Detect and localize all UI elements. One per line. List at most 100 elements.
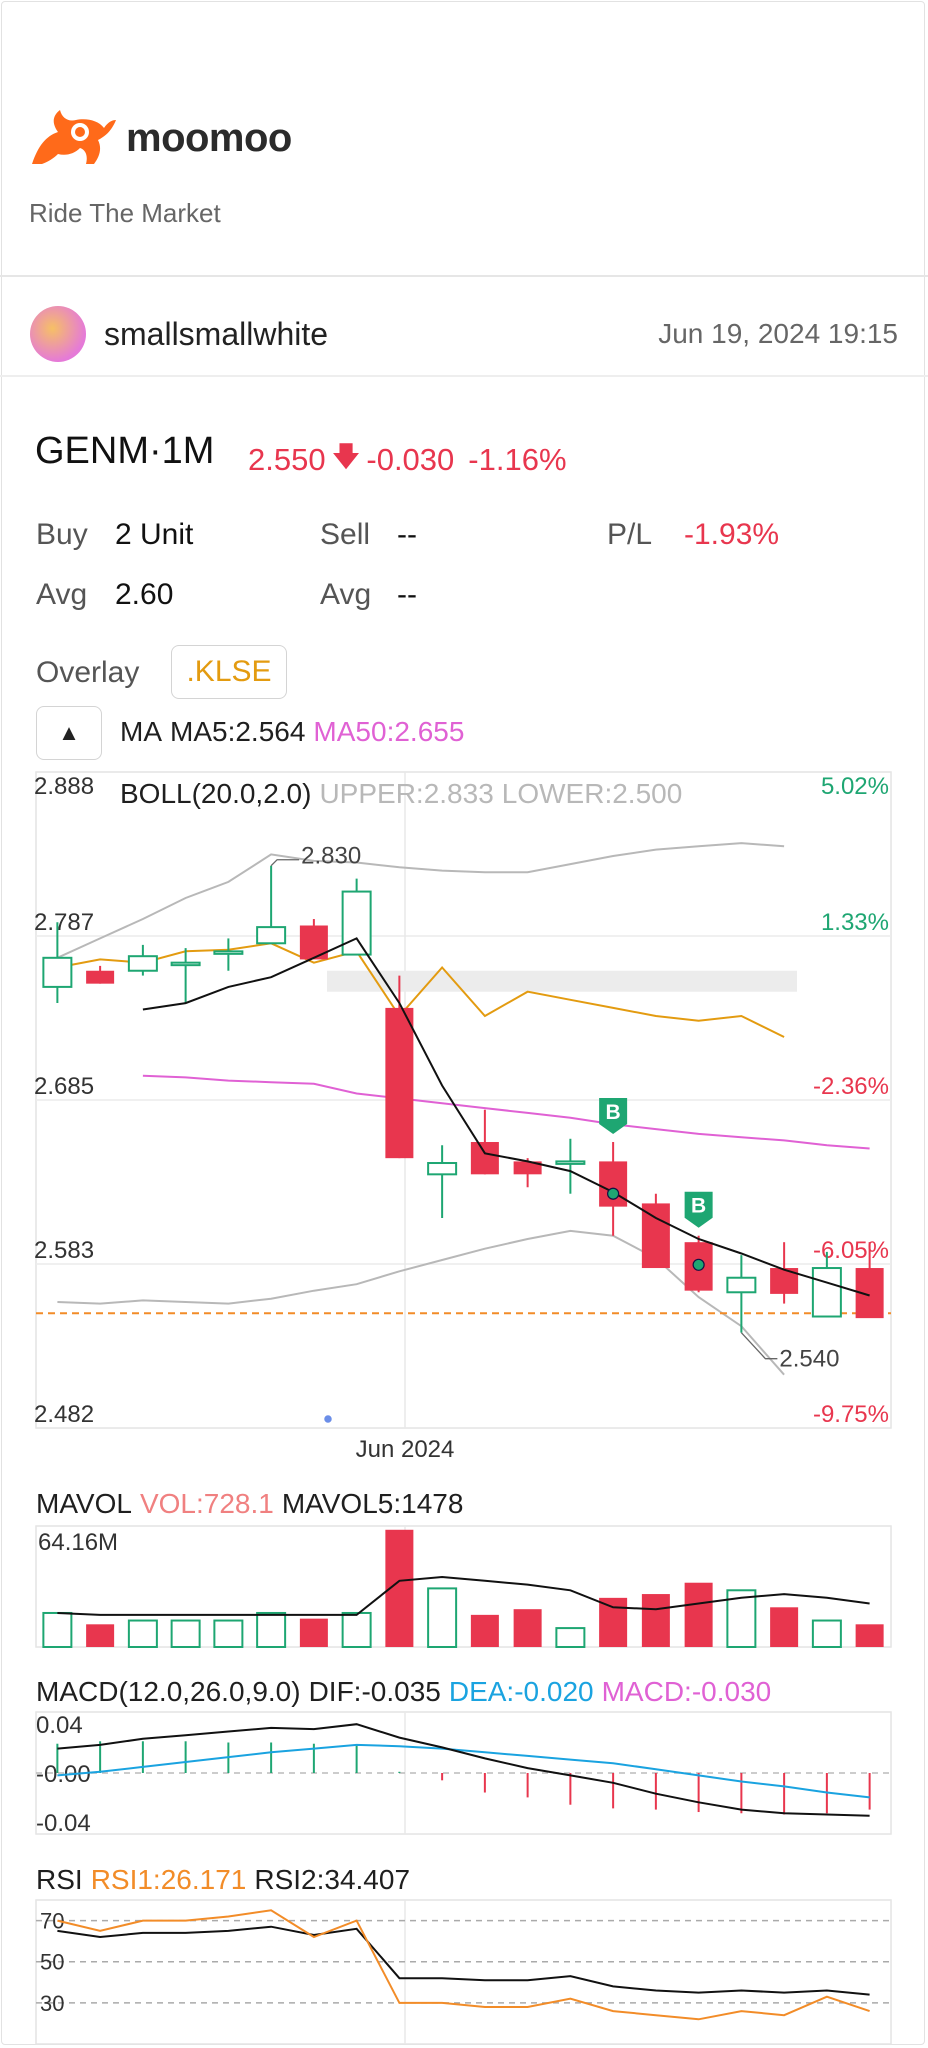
y-tick-label: 50 <box>40 1950 64 1975</box>
price-change: -0.030 <box>366 442 455 477</box>
down-arrow-icon: 🡇 <box>331 441 361 472</box>
y-tick-label: 2.685 <box>34 1073 94 1100</box>
candle-body <box>470 1142 499 1175</box>
volume-bar <box>641 1594 670 1647</box>
overlay-index-line <box>57 942 785 1038</box>
brand-name: moomoo <box>126 115 292 160</box>
boll-lower: LOWER:2.500 <box>501 778 683 809</box>
y-tick-label: 2.583 <box>34 1237 94 1264</box>
rsi2-value: RSI2:34.407 <box>254 1864 411 1895</box>
y-tick-pct: -9.75% <box>813 1401 889 1428</box>
candle-body <box>641 1203 670 1269</box>
dea-value: DEA:-0.020 <box>448 1676 594 1707</box>
y-tick-pct: -6.05% <box>813 1237 889 1264</box>
boll-upper-line <box>56 842 785 959</box>
rsi1-value: RSI1:26.171 <box>90 1864 247 1895</box>
high-leader <box>270 859 300 867</box>
avg-buy-label: Avg <box>36 578 88 611</box>
volume-bar <box>811 1619 842 1648</box>
volume-bar <box>555 1627 586 1648</box>
candle-body <box>341 890 372 956</box>
candle-body <box>86 970 115 984</box>
rsi2-line <box>57 1925 870 1996</box>
buy-marker-label: B <box>691 1195 706 1218</box>
high-price-label: 2.830 <box>301 843 361 870</box>
volume-bar <box>513 1609 542 1647</box>
candle-body <box>811 1267 842 1318</box>
avg-sell-info: Avg <box>320 578 371 612</box>
volume-bar <box>213 1619 244 1648</box>
vol-value: VOL:728.1 <box>139 1488 274 1519</box>
avg-buy-value-wrap: 2.60 <box>115 578 173 612</box>
y-tick-pct: 1.33% <box>821 909 889 936</box>
sell-info: Sell <box>320 518 370 552</box>
boll-label: BOLL(20.0,2.0) <box>120 778 312 809</box>
buy-label: Buy <box>36 518 88 551</box>
buy-value: 2 Unit <box>115 518 194 551</box>
macd-chart[interactable]: 0.04-0.00-0.04 <box>0 1708 928 1838</box>
volume-bar <box>299 1618 328 1647</box>
low-leader <box>740 1332 778 1360</box>
candle-body <box>213 950 244 955</box>
candle-body <box>256 926 287 945</box>
dea-line <box>57 1743 870 1799</box>
buy-fill-dot <box>692 1258 705 1271</box>
y-max-label: 64.16M <box>38 1529 118 1556</box>
pl-label: P/L <box>607 518 653 551</box>
macd-value: MACD:-0.030 <box>601 1676 772 1707</box>
chart-frame <box>35 1525 892 1648</box>
volume-bar <box>855 1624 884 1647</box>
y-tick-pct: -2.36% <box>813 1073 889 1100</box>
highlight-band <box>327 970 797 992</box>
rsi1-line <box>57 1909 870 2021</box>
volume-bar <box>770 1607 799 1647</box>
y-tick-pct: 5.02% <box>821 773 889 800</box>
avg-sell-value: -- <box>397 578 417 611</box>
price-line: 2.550 🡇 -0.030 -1.16% <box>248 436 567 484</box>
dif-line <box>57 1723 870 1817</box>
volume-bar <box>599 1597 628 1647</box>
candle-body <box>555 1160 586 1165</box>
buy-info: Buy <box>36 518 88 552</box>
ticker-symbol[interactable]: GENM·1M <box>35 430 215 472</box>
volume-bar <box>42 1611 73 1648</box>
macd-legend: MACD(12.0,26.0,9.0) DIF:-0.035 DEA:-0.02… <box>36 1676 771 1708</box>
overlay-index-button[interactable]: .KLSE <box>171 645 287 699</box>
username[interactable]: smallsmallwhite <box>104 316 329 352</box>
volume-bar <box>127 1619 158 1648</box>
sell-value: -- <box>397 518 417 551</box>
ma5-value: MA5:2.564 <box>170 716 306 747</box>
avg-sell-value-wrap: -- <box>397 578 417 612</box>
y-tick-label: 2.787 <box>34 909 94 936</box>
ma50-line <box>142 1074 870 1150</box>
candle-body <box>42 956 73 988</box>
avg-buy-info: Avg <box>36 578 87 612</box>
collapse-button[interactable]: ▲ <box>36 706 102 760</box>
boll-upper: UPPER:2.833 <box>319 778 494 809</box>
candle-body <box>427 1162 458 1176</box>
boll-legend: BOLL(20.0,2.0) UPPER:2.833 LOWER:2.500 <box>120 778 682 810</box>
caret-up-icon: ▲ <box>58 720 80 745</box>
volume-bar <box>170 1619 201 1648</box>
volume-bar <box>256 1611 287 1648</box>
volume-bar <box>341 1611 372 1648</box>
avatar[interactable] <box>30 306 86 362</box>
mavol-label: MAVOL <box>36 1488 132 1519</box>
divider <box>0 275 928 277</box>
y-tick-label: -0.04 <box>36 1810 91 1837</box>
y-tick-label: 30 <box>40 1991 64 2016</box>
volume-chart[interactable]: 64.16M <box>0 1520 928 1650</box>
ma-label: MA <box>120 716 162 747</box>
price-change-pct: -1.16% <box>468 442 567 477</box>
candle-body <box>513 1161 542 1175</box>
buy-marker-icon <box>684 1191 713 1228</box>
avg-sell-label: Avg <box>320 578 372 611</box>
overlay-label: Overlay <box>36 656 140 689</box>
sell-value-wrap: -- <box>397 518 417 552</box>
brand-logo: moomoo <box>28 108 292 168</box>
rsi-label: RSI <box>36 1864 83 1895</box>
candlestick-chart[interactable]: 2.888 5.02% 2.787 1.33% 2.685 -2.36% 2.583 -6.0… <box>0 760 928 1460</box>
sell-label: Sell <box>320 518 371 551</box>
candle-body <box>726 1276 757 1294</box>
